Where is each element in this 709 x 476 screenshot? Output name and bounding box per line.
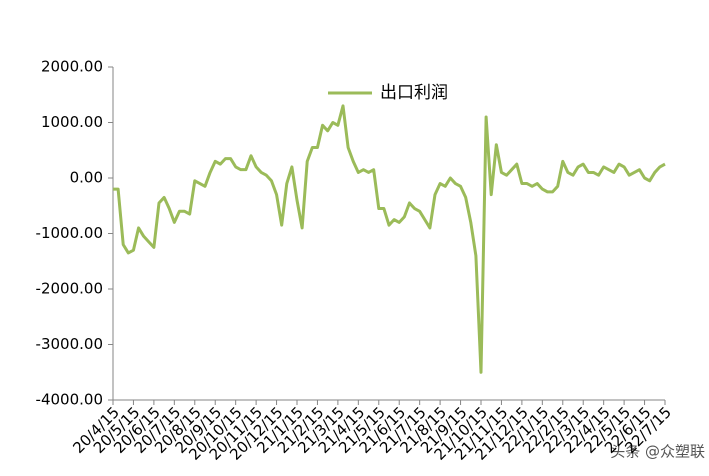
y-tick-label: 0.00 (70, 169, 103, 187)
series-line (113, 104, 666, 374)
y-tick-label: 1000.00 (41, 113, 103, 131)
watermark: 头条 @众塑联 (610, 443, 705, 461)
y-tick-label: -3000.00 (36, 335, 103, 353)
y-tick-label: -4000.00 (36, 391, 103, 409)
y-tick-label: -2000.00 (36, 280, 103, 298)
y-tick-label: -1000.00 (36, 224, 103, 242)
y-tick-label: 2000.00 (41, 58, 103, 76)
legend-label: 出口利润 (380, 83, 448, 103)
